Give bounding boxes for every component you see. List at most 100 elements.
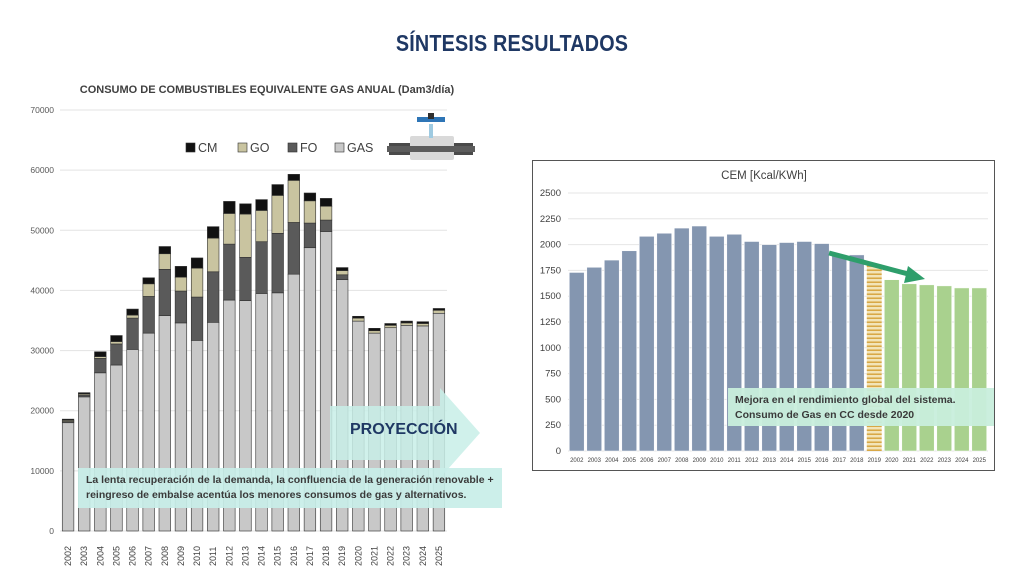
legend-label-go: GO — [250, 141, 270, 155]
x-tick-label: 2009 — [176, 546, 186, 566]
x-tick-label: 2004 — [95, 546, 105, 566]
x-tick-label: 2008 — [160, 546, 170, 566]
x-tick-label: 2020 — [885, 458, 899, 464]
y-tick-label: 60000 — [30, 165, 54, 175]
bar-go-2021 — [368, 330, 381, 334]
y-tick-label: 50000 — [30, 225, 54, 235]
cem-bar-2002 — [569, 272, 585, 452]
bar-cm-2007 — [142, 277, 155, 285]
bar-cm-2020 — [352, 315, 365, 319]
bar-gas-2003 — [78, 396, 91, 532]
bar-cm-2018 — [319, 198, 333, 207]
x-tick-label: 2021 — [369, 546, 379, 566]
bar-cm-2017 — [303, 192, 317, 202]
x-tick-label: 2023 — [402, 546, 412, 566]
x-tick-label: 2024 — [418, 546, 428, 566]
bar-go-2025 — [432, 309, 446, 314]
bar-fo-2005 — [110, 343, 123, 366]
bar-cm-2024 — [416, 321, 429, 324]
bar-fo-2007 — [142, 296, 155, 334]
x-tick-label: 2016 — [289, 546, 299, 566]
x-tick-label: 2006 — [128, 546, 138, 566]
cem-bar-2005 — [621, 250, 637, 452]
legend-label-gas: GAS — [347, 141, 373, 155]
cem-bar-2009 — [691, 225, 707, 452]
bar-go-2010 — [190, 267, 204, 298]
bar-go-2022 — [384, 325, 397, 329]
y-tick-label: 30000 — [30, 346, 54, 356]
cem-bar-2023 — [936, 285, 952, 452]
x-tick-label: 2013 — [240, 546, 250, 566]
bar-cm-2016 — [287, 174, 300, 181]
legend-label-cm: CM — [198, 141, 217, 155]
bar-go-2013 — [239, 213, 252, 258]
bar-go-2016 — [287, 180, 300, 223]
cem-bar-2010 — [709, 236, 725, 452]
cem-bar-2007 — [656, 232, 672, 452]
x-tick-label: 2010 — [710, 458, 724, 464]
bar-cm-2004 — [94, 351, 107, 357]
bar-go-2012 — [223, 213, 236, 245]
x-tick-label: 2023 — [938, 458, 952, 464]
bar-cm-2002 — [61, 418, 75, 421]
bar-gas-2002 — [61, 422, 75, 532]
x-tick-label: 2007 — [144, 546, 154, 566]
bar-cm-2005 — [110, 335, 123, 342]
fuel-chart-y-axis: 0 10000 20000 30000 40000 50000 60000 70000 — [30, 105, 54, 536]
cem-bar-2024 — [954, 287, 970, 452]
x-tick-label: 2007 — [658, 458, 672, 464]
x-tick-label: 2022 — [386, 546, 396, 566]
x-tick-label: 2014 — [257, 546, 267, 566]
x-tick-label: 2020 — [353, 546, 363, 566]
bar-go-2024 — [416, 323, 429, 327]
legend-label-fo: FO — [300, 141, 318, 155]
bar-fo-2018 — [319, 219, 333, 232]
y-tick-label: 1750 — [540, 265, 561, 276]
bar-fo-2015 — [271, 232, 284, 294]
bar-fo-2004 — [94, 358, 107, 374]
y-tick-label: 0 — [49, 526, 54, 536]
bar-cm-2013 — [239, 203, 252, 215]
pipeline-valve-icon — [387, 113, 475, 160]
y-tick-label: 250 — [545, 420, 561, 431]
page-title: SÍNTESIS RESULTADOS — [395, 30, 629, 56]
trend-down-arrow-icon — [828, 250, 925, 283]
bar-cm-2011 — [207, 226, 220, 239]
legend-swatch-gas — [334, 142, 345, 153]
x-tick-label: 2015 — [273, 546, 283, 566]
y-tick-label: 750 — [545, 369, 561, 380]
legend-swatch-go — [237, 142, 248, 153]
bar-go-2011 — [207, 237, 220, 273]
bar-cm-2014 — [255, 199, 268, 211]
fuel-chart-legend: CM GO FO GAS — [185, 141, 373, 155]
cem-chart-y-axis: 0 250 500 750 1000 1250 1500 1750 2000 2250 2500 — [540, 188, 561, 457]
x-tick-label: 2008 — [675, 458, 689, 464]
x-tick-label: 2006 — [640, 458, 654, 464]
x-tick-label: 2011 — [208, 547, 218, 566]
cem-bar-2006 — [639, 236, 655, 452]
x-tick-label: 2009 — [693, 458, 707, 464]
bar-fo-2012 — [223, 243, 236, 301]
y-tick-label: 500 — [545, 394, 561, 405]
bar-cm-2009 — [174, 266, 188, 278]
x-tick-label: 2022 — [920, 458, 934, 464]
bar-fo-2016 — [287, 222, 300, 275]
bar-fo-2019 — [336, 274, 349, 280]
x-tick-label: 2004 — [605, 458, 619, 464]
x-tick-label: 2003 — [79, 546, 89, 566]
bar-fo-2011 — [207, 271, 220, 323]
bar-go-2019 — [336, 270, 349, 276]
x-tick-label: 2017 — [305, 546, 315, 566]
bar-go-2018 — [319, 205, 333, 221]
legend-swatch-fo — [287, 142, 298, 153]
y-tick-label: 1250 — [540, 317, 561, 328]
bar-cm-2010 — [190, 257, 204, 269]
legend-swatch-cm — [185, 142, 196, 153]
bar-fo-2009 — [174, 290, 188, 324]
cem-bar-2008 — [674, 227, 690, 452]
x-tick-label: 2019 — [337, 546, 347, 566]
bar-go-2009 — [174, 276, 188, 292]
x-tick-label: 2011 — [728, 458, 742, 464]
y-tick-label: 40000 — [30, 285, 54, 295]
x-tick-label: 2025 — [434, 546, 444, 566]
